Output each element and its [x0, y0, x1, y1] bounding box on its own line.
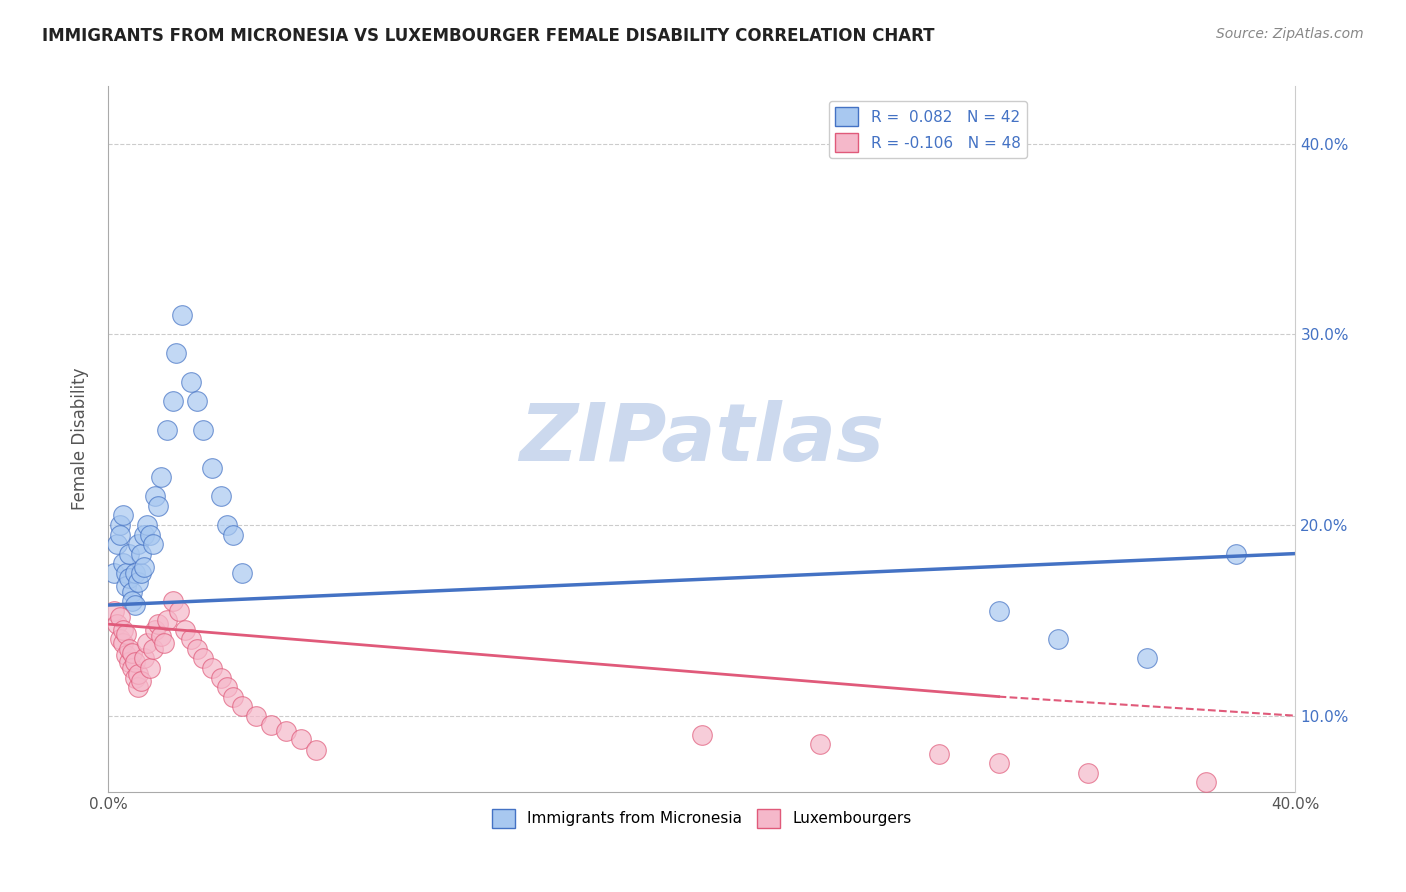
Point: [165, 346, 187, 360]
Point: [215, 518, 238, 533]
Point: [162, 394, 184, 409]
Point: [180, 632, 202, 647]
Point: [135, 636, 157, 650]
Point: [156, 613, 179, 627]
Point: [153, 636, 176, 650]
Point: [145, 489, 167, 503]
Point: [201, 460, 224, 475]
Point: [245, 708, 267, 723]
Point: [148, 499, 170, 513]
Point: [162, 594, 184, 608]
Point: [201, 661, 224, 675]
Legend: Immigrants from Micronesia, Luxembourgers: Immigrants from Micronesia, Luxembourger…: [485, 803, 918, 834]
Point: [114, 579, 136, 593]
Y-axis label: Female Disability: Female Disability: [72, 368, 89, 510]
Point: [1195, 775, 1218, 789]
Point: [1046, 632, 1069, 647]
Point: [108, 609, 131, 624]
Point: [148, 617, 170, 632]
Point: [114, 648, 136, 662]
Point: [129, 674, 152, 689]
Point: [132, 560, 155, 574]
Point: [174, 623, 197, 637]
Point: [150, 629, 173, 643]
Point: [108, 518, 131, 533]
Point: [145, 623, 167, 637]
Point: [810, 737, 832, 751]
Point: [138, 661, 160, 675]
Point: [180, 375, 202, 389]
Point: [121, 594, 143, 608]
Point: [260, 718, 283, 732]
Point: [135, 518, 157, 533]
Point: [141, 537, 163, 551]
Point: [290, 731, 312, 746]
Point: [124, 598, 146, 612]
Point: [987, 604, 1010, 618]
Point: [1225, 547, 1247, 561]
Point: [209, 489, 232, 503]
Point: [127, 575, 149, 590]
Point: [987, 756, 1010, 771]
Text: Source: ZipAtlas.com: Source: ZipAtlas.com: [1216, 27, 1364, 41]
Point: [167, 604, 190, 618]
Point: [118, 571, 141, 585]
Point: [129, 566, 152, 580]
Point: [132, 527, 155, 541]
Point: [928, 747, 950, 761]
Point: [221, 527, 243, 541]
Point: [141, 642, 163, 657]
Point: [118, 547, 141, 561]
Point: [114, 626, 136, 640]
Point: [221, 690, 243, 704]
Point: [118, 655, 141, 669]
Point: [127, 537, 149, 551]
Point: [121, 584, 143, 599]
Point: [105, 537, 128, 551]
Point: [1077, 765, 1099, 780]
Point: [191, 423, 214, 437]
Point: [111, 556, 134, 570]
Point: [156, 423, 179, 437]
Text: IMMIGRANTS FROM MICRONESIA VS LUXEMBOURGER FEMALE DISABILITY CORRELATION CHART: IMMIGRANTS FROM MICRONESIA VS LUXEMBOURG…: [42, 27, 935, 45]
Point: [209, 671, 232, 685]
Point: [231, 566, 253, 580]
Point: [186, 394, 208, 409]
Point: [1136, 651, 1159, 665]
Point: [231, 699, 253, 714]
Point: [274, 723, 297, 738]
Point: [111, 636, 134, 650]
Point: [690, 728, 713, 742]
Text: ZIPatlas: ZIPatlas: [519, 401, 884, 478]
Point: [124, 566, 146, 580]
Point: [215, 680, 238, 694]
Point: [121, 661, 143, 675]
Point: [305, 743, 328, 757]
Point: [150, 470, 173, 484]
Point: [124, 671, 146, 685]
Point: [138, 527, 160, 541]
Point: [129, 547, 152, 561]
Point: [111, 508, 134, 523]
Point: [127, 666, 149, 681]
Point: [108, 632, 131, 647]
Point: [108, 527, 131, 541]
Point: [191, 651, 214, 665]
Point: [124, 655, 146, 669]
Point: [103, 566, 125, 580]
Point: [132, 651, 155, 665]
Point: [118, 642, 141, 657]
Point: [111, 623, 134, 637]
Point: [186, 642, 208, 657]
Point: [172, 308, 194, 322]
Point: [103, 604, 125, 618]
Point: [121, 646, 143, 660]
Point: [105, 617, 128, 632]
Point: [114, 566, 136, 580]
Point: [127, 680, 149, 694]
